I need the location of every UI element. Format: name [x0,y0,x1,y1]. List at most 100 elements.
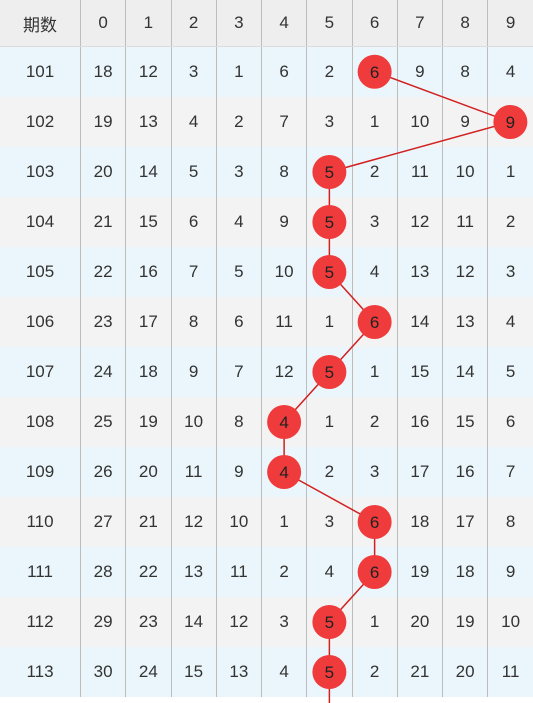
cell-value: 6 [188,212,199,231]
winning-cell: 9 [487,97,533,147]
miss-count-cell: 9 [397,46,444,97]
miss-count-cell: 3 [306,97,353,147]
cell-value: 13 [455,312,475,331]
miss-count-cell: 12 [442,247,489,297]
miss-count-cell: 12 [216,597,263,647]
winning-cell: 5 [306,197,353,247]
winning-cell: 6 [352,547,398,597]
cell-value: 21 [410,662,430,681]
miss-count-cell: 19 [397,547,444,597]
miss-count-cell: 21 [397,647,444,697]
miss-count-cell: 13 [216,647,263,697]
table-row: 109 26 20 11 942 3 17 16 7 [0,447,533,497]
miss-count-cell: 22 [80,247,127,297]
miss-count-cell: 18 [80,46,127,97]
cell-value: 24 [93,362,113,381]
cell-value: 23 [93,312,113,331]
miss-count-cell: 4 [352,247,398,297]
miss-count-cell: 13 [397,247,444,297]
header-digit-5: 5 [306,0,353,47]
cell-value: 8 [460,62,470,81]
cell-value: 17 [455,512,475,531]
cell-value: 4 [505,62,516,81]
cell-value: 25 [93,412,113,431]
cell-value: 2 [324,462,335,481]
miss-count-cell: 21 [125,497,172,547]
cell-value: 18 [455,562,475,581]
cell-value: 1 [324,412,335,431]
miss-count-cell: 2 [261,547,308,597]
cell-value: 10 [274,262,294,281]
miss-count-cell: 3 [306,497,353,547]
period-cell: 111 [0,547,81,597]
cell-value: 16 [455,462,475,481]
cell-value: 7 [505,462,516,481]
table-row: 113 30 24 15 13 452 21 20 11 [0,647,533,697]
cell-value: 16 [138,262,158,281]
miss-count-cell: 11 [171,447,217,497]
cell-value: 19 [410,562,430,581]
cell-value: 2 [505,212,516,231]
cell-value: 10 [501,612,521,631]
cell-value: 20 [410,612,430,631]
miss-count-cell: 1 [352,97,398,147]
miss-count-cell: 14 [442,347,489,397]
miss-count-cell: 2 [306,447,353,497]
cell-value: 2 [234,112,244,131]
miss-count-cell: 10 [487,597,533,647]
cell-value: 7 [279,112,289,131]
miss-count-cell: 14 [125,147,172,197]
cell-value: 1 [324,312,335,331]
cell-value: 21 [93,212,113,231]
period-cell: 104 [0,197,81,247]
miss-count-cell: 1 [216,46,263,97]
miss-count-cell: 2 [352,147,398,197]
cell-value: 20 [93,162,113,181]
cell-value: 11 [184,462,203,481]
miss-count-cell: 17 [397,447,444,497]
cell-value: 30 [93,662,113,681]
miss-count-cell: 13 [442,297,489,347]
miss-count-cell: 10 [216,497,263,547]
miss-count-cell: 17 [125,297,172,347]
miss-count-cell: 8 [171,297,217,347]
cell-value: 26 [93,462,113,481]
cell-value: 1 [369,612,380,631]
cell-value: 28 [93,562,113,581]
cell-value: 13 [229,662,249,681]
miss-count-cell: 13 [171,547,217,597]
table-row: 105221675105413123 [0,247,533,297]
miss-count-cell: 1 [306,397,353,447]
period-cell: 103 [0,147,81,197]
cell-value: 3 [505,262,516,281]
cell-value: 1 [369,362,380,381]
miss-count-cell: 2 [216,97,263,147]
cell-value: 3 [324,512,335,531]
table-row: 110 27 21 12 10 1 36 18 17 8 [0,497,533,547]
miss-count-cell: 16 [125,247,172,297]
miss-count-cell: 6 [487,397,533,447]
cell-value: 12 [410,212,430,231]
miss-count-cell: 5 [216,247,263,297]
miss-count-cell: 14 [397,297,444,347]
cell-value: 17 [410,462,430,481]
miss-count-cell: 9 [216,447,263,497]
cell-value: 12 [138,62,158,81]
miss-count-cell: 10 [261,247,308,297]
miss-count-cell: 20 [80,147,127,197]
cell-value: 10 [455,162,475,181]
miss-count-cell: 12 [125,46,172,97]
miss-count-cell: 1 [352,597,398,647]
miss-count-cell: 19 [442,597,489,647]
cell-value: 15 [455,412,475,431]
cell-value: 1 [369,112,380,131]
cell-value: 10 [184,412,204,431]
table-row: 104 21 15 6 4 953 12 11 2 [0,197,533,247]
miss-count-cell: 1 [352,347,398,397]
cell-value: 1 [505,162,516,181]
cell-value: 20 [455,662,475,681]
miss-count-cell: 3 [171,46,217,97]
cell-value: 10 [229,512,249,531]
miss-count-cell: 4 [216,197,263,247]
